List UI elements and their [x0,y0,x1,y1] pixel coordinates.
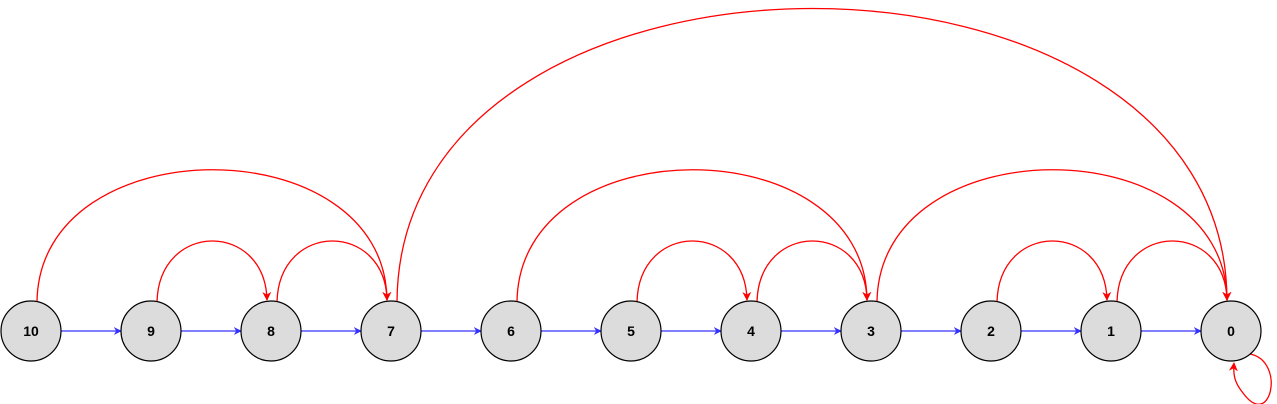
node-circle [1200,300,1262,362]
node-circle [480,300,542,362]
node-label: 7 [387,323,395,339]
jump-edge-8-to-7 [276,240,392,303]
jump-edge-10-to-7 [36,169,392,303]
node-label: 9 [147,323,155,339]
node-4: 4 [720,300,782,362]
node-label: 2 [987,323,995,339]
node-circle [840,300,902,362]
node-circle [240,300,302,362]
node-circle [360,300,422,362]
node-circle [0,300,62,362]
jump-edge-7-to-0 [396,8,1232,303]
jump-edge-6-to-3 [516,169,872,303]
node-label: 0 [1227,323,1235,339]
jump-edge-1-to-0 [1116,240,1232,303]
node-label: 4 [747,323,755,339]
node-3: 3 [840,300,902,362]
node-9: 9 [120,300,182,362]
jump-edges-group [36,8,1272,404]
node-label: 1 [1107,323,1115,339]
jump-edge-4-to-3 [756,240,872,303]
node-label: 5 [627,323,635,339]
node-2: 2 [960,300,1022,362]
node-circle [960,300,1022,362]
node-circle [120,300,182,362]
nodes-group: 10 9 8 7 6 5 4 3 2 1 0 [0,300,1262,362]
node-label: 6 [507,323,515,339]
node-label: 8 [267,323,275,339]
node-8: 8 [240,300,302,362]
node-6: 6 [480,300,542,362]
jump-edge-2-to-1 [996,240,1112,303]
node-circle [600,300,662,362]
node-label: 10 [23,323,39,339]
node-1: 1 [1080,300,1142,362]
node-0: 0 [1200,300,1262,362]
jump-edge-0-to-0 [1228,353,1272,404]
jump-edge-9-to-8 [156,240,272,303]
node-7: 7 [360,300,422,362]
jump-edge-3-to-0 [876,169,1232,303]
node-10: 10 [0,300,62,362]
node-circle [1080,300,1142,362]
node-5: 5 [600,300,662,362]
node-circle [720,300,782,362]
node-label: 3 [867,323,875,339]
jump-edge-5-to-4 [636,240,752,303]
